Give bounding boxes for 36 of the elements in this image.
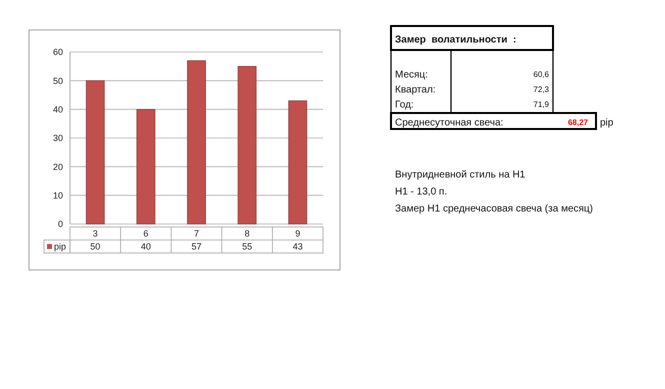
bar xyxy=(136,109,156,224)
y-tick-label: 10 xyxy=(52,190,63,200)
text: Квартал: xyxy=(395,84,436,96)
text: 72,3 xyxy=(533,84,550,94)
text: Внутридневной стиль на H1 xyxy=(395,170,526,180)
text: 68,27 xyxy=(568,118,589,127)
bar xyxy=(187,60,206,224)
data-label: 50 xyxy=(90,242,100,252)
bar xyxy=(288,100,308,224)
x-tick-label: 6 xyxy=(143,228,148,239)
x-tick-label: 9 xyxy=(295,228,300,239)
text: 71,9 xyxy=(533,100,550,109)
y-tick-label: 0 xyxy=(58,219,63,230)
y-tick-label: 30 xyxy=(52,133,63,144)
x-tick-label: 3 xyxy=(92,228,98,239)
data-label: 55 xyxy=(242,242,252,252)
text: Год: xyxy=(395,100,414,110)
text: pip xyxy=(600,118,614,128)
y-tick-label: 40 xyxy=(52,104,63,114)
data-label: 43 xyxy=(292,242,303,252)
text: H1 - 13,0 п. xyxy=(395,186,448,198)
bar xyxy=(86,80,105,224)
text: 60,6 xyxy=(533,70,550,79)
x-tick-label: 7 xyxy=(194,228,200,239)
text: Среднесуточная свеча: xyxy=(395,118,504,128)
y-tick-label: 50 xyxy=(52,76,63,86)
bar xyxy=(238,66,257,224)
y-tick-label: 20 xyxy=(52,162,63,172)
text: Месяц: xyxy=(395,70,428,80)
text: Замер волатильности : xyxy=(395,34,516,46)
data-label: 40 xyxy=(140,242,151,252)
legend-label: pip xyxy=(54,242,66,252)
y-tick-label: 60 xyxy=(52,47,63,58)
data-label: 57 xyxy=(191,242,202,252)
text: Замер H1 среднечасовая свеча (за месяц) xyxy=(395,204,593,214)
x-tick-label: 8 xyxy=(244,228,250,239)
